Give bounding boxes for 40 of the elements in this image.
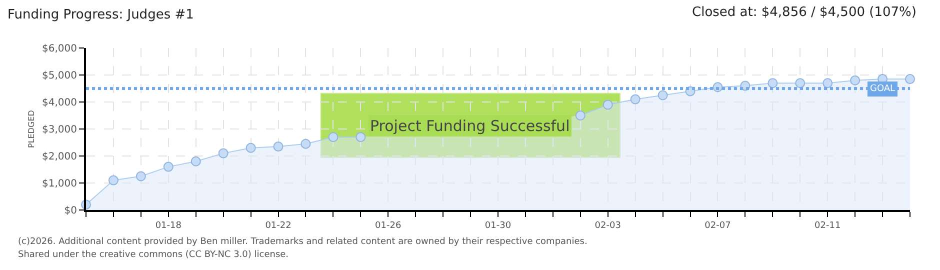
point bbox=[356, 132, 366, 142]
point bbox=[630, 94, 640, 104]
x-tick-label: 01-26 bbox=[375, 220, 402, 231]
y-tick-label: $0 bbox=[64, 206, 77, 216]
y-tick-label: $1,000 bbox=[42, 178, 77, 190]
point bbox=[108, 175, 118, 186]
y-tick-label: $2,000 bbox=[42, 152, 77, 162]
point bbox=[795, 78, 806, 88]
y-tick-label: $3,000 bbox=[42, 124, 77, 136]
point bbox=[273, 142, 284, 152]
point bbox=[218, 148, 228, 158]
point bbox=[850, 75, 860, 86]
point bbox=[163, 162, 174, 172]
point bbox=[768, 78, 778, 88]
annotation: Project Funding Successful bbox=[370, 117, 570, 135]
x-tick-label: 01-18 bbox=[155, 220, 182, 231]
point bbox=[328, 132, 338, 142]
x-tick-label: 01-22 bbox=[265, 220, 292, 231]
text: Shared under the creative commons (CC BY-NC 3.0) license. bbox=[18, 250, 289, 260]
x-tick-label: 02-11 bbox=[814, 220, 841, 231]
y-tick-label: $5,000 bbox=[42, 70, 77, 82]
point bbox=[658, 90, 668, 100]
text: (c)2026. Additional content provided by Ben miller. Trademarks and related content are owned by their respective companies. bbox=[18, 237, 588, 247]
x-tick-label: 01-30 bbox=[484, 220, 512, 231]
x-tick-label: 02-03 bbox=[594, 220, 621, 231]
x-tick-label: 02-07 bbox=[704, 220, 731, 231]
chart-title: Funding Progress: Judges #1 bbox=[8, 8, 194, 23]
y-tick-label: $6,000 bbox=[42, 44, 77, 54]
point bbox=[300, 138, 311, 149]
point bbox=[190, 156, 201, 166]
point bbox=[905, 74, 915, 84]
point bbox=[602, 100, 613, 110]
point bbox=[575, 110, 586, 120]
chart-subtitle: Closed at: $4,856 / $4,500 (107%) bbox=[692, 5, 916, 20]
ref-line-label: GOAL bbox=[870, 84, 896, 94]
point bbox=[246, 142, 256, 153]
y-axis-title: PLEDGED bbox=[27, 110, 36, 148]
y-tick-label: $4,000 bbox=[42, 98, 77, 108]
point bbox=[136, 171, 146, 182]
point bbox=[822, 78, 833, 88]
